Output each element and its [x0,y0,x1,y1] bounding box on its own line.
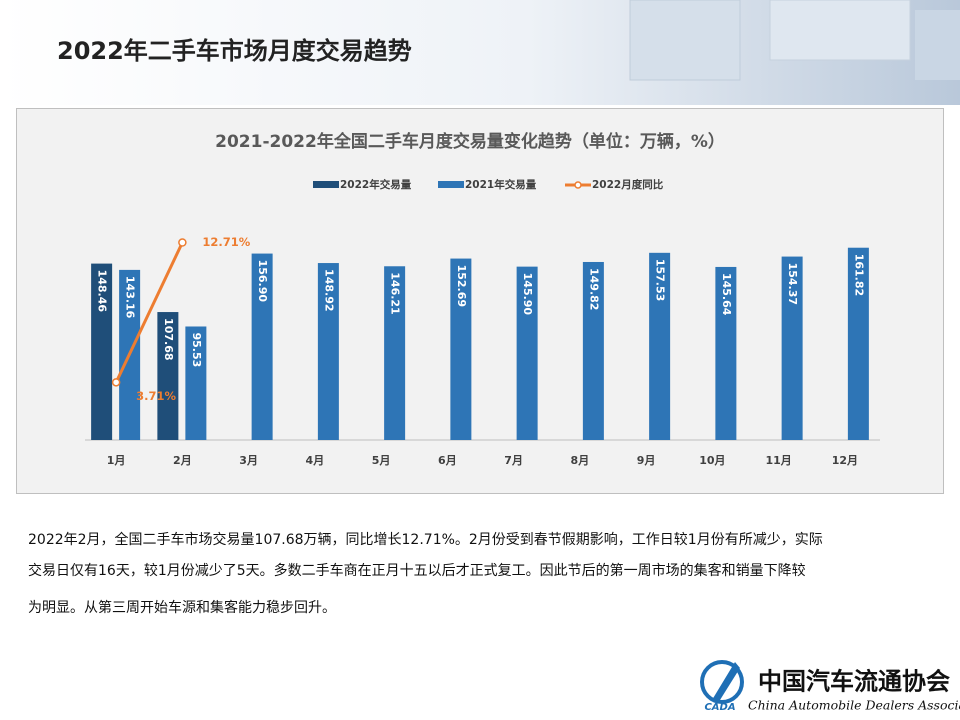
bar-value-label: 149.82 [587,268,600,310]
x-tick-label: 3月 [239,454,258,467]
bar-value-label: 161.82 [852,254,865,296]
body-line: 2022年2月，全国二手车市场交易量107.68万辆，同比增长12.71%。2月… [28,531,823,548]
bar-value-label: 95.53 [190,332,203,367]
x-tick-label: 9月 [637,454,656,467]
logo-english: China Automobile Dealers Association [748,698,960,713]
header-cube [629,0,741,81]
x-tick-label: 2月 [173,454,192,467]
x-tick-label: 8月 [571,454,590,467]
bar [781,256,803,440]
plot: 1月 2月 3月 4月 5月 6月 7月 8月 9月 10月 11月 12月 2022年交易量 2021年… [85,178,880,467]
x-tick-label: 11月 [765,454,791,467]
bar-value-label: 154.37 [786,263,799,305]
logo-name: 中国汽车流通协会 [758,667,950,696]
bar-value-label: 148.92 [322,269,335,311]
legend-swatch [438,181,464,188]
line-value-label: 3.71% [136,389,176,403]
bar [157,312,179,440]
body-line: 交易日仅有16天，较1月份减少了5天。多数二手车商在正月十五以后才正式复工。因此… [28,562,806,579]
bar [847,247,869,440]
logo: CADA 中国汽车流通协会 China Automobile Dealers A… [700,660,960,713]
bar [384,266,406,440]
body-text: 2022年2月，全国二手车市场交易量107.68万辆，同比增长12.71%。2月… [28,531,823,616]
logo-ring [700,660,744,704]
legend-marker [574,181,582,189]
bar [516,266,538,440]
legend-label: 2022年交易量 [340,178,412,191]
chart-title: 2021-2022年全国二手车月度交易量变化趋势（单位：万辆，%） [215,131,725,152]
logo-mark [712,662,740,700]
bar [251,253,273,440]
bar-value-label: 107.68 [162,318,175,360]
legend-label: 2022月度同比 [592,178,664,191]
x-tick-label: 5月 [372,454,391,467]
logo-abbr: CADA [704,702,735,713]
line-value-label: 12.71% [202,235,250,249]
x-tick-label: 12月 [832,454,858,467]
bar-value-label: 145.90 [521,273,534,316]
x-tick-label: 4月 [306,454,325,467]
page-title: 2022年二手车市场月度交易趋势 [57,37,412,65]
bar-value-label: 143.16 [124,276,137,319]
bar [582,261,604,440]
bar [649,252,671,440]
bar-value-label: 145.64 [720,273,733,316]
line [114,241,184,383]
bar-value-label: 156.90 [256,260,269,303]
legend-label: 2021年交易量 [465,178,537,191]
legend-swatch [313,181,339,188]
bar-value-label: 157.53 [654,259,667,301]
header-cube [915,10,960,80]
x-tick-label: 1月 [107,454,126,467]
bar [185,326,207,440]
bar-value-label: 152.69 [455,265,468,307]
header-cube [769,0,911,61]
bar [450,258,472,440]
bar [91,263,113,440]
bar [715,266,737,440]
bar-value-label: 148.46 [96,270,109,313]
x-tick-label: 10月 [699,454,725,467]
line-point [111,378,121,387]
bar-value-label: 146.21 [389,272,402,314]
x-tick-label: 6月 [438,454,457,467]
body-line: 为明显。从第三周开始车源和集客能力稳步回升。 [28,599,336,616]
bar [317,263,339,440]
x-tick-label: 7月 [504,454,523,467]
line-point [178,238,187,247]
